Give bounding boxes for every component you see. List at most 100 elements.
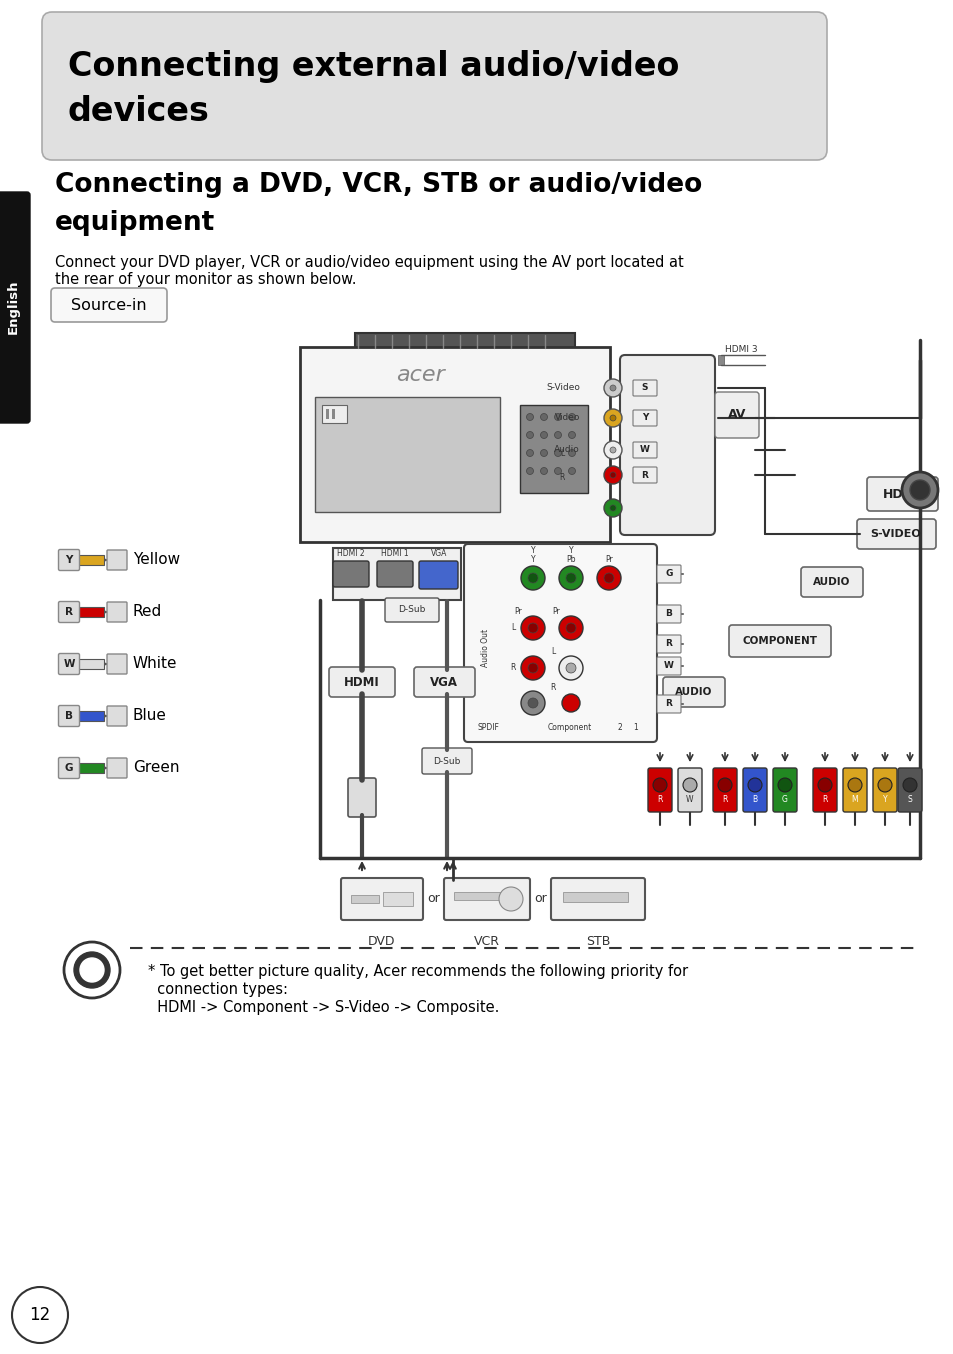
Circle shape	[527, 699, 537, 708]
Text: Y: Y	[530, 555, 535, 565]
Text: 2: 2	[618, 723, 622, 733]
Circle shape	[902, 779, 916, 792]
FancyBboxPatch shape	[897, 768, 921, 812]
FancyBboxPatch shape	[866, 477, 937, 510]
Text: Yellow: Yellow	[132, 552, 180, 567]
Circle shape	[609, 473, 616, 478]
FancyBboxPatch shape	[418, 561, 457, 589]
FancyBboxPatch shape	[619, 355, 714, 535]
FancyBboxPatch shape	[633, 467, 657, 483]
FancyBboxPatch shape	[657, 605, 680, 623]
Circle shape	[609, 447, 616, 454]
Text: R: R	[721, 796, 727, 804]
Text: W: W	[63, 659, 74, 669]
Circle shape	[778, 779, 791, 792]
Text: Y: Y	[882, 796, 886, 804]
Circle shape	[603, 500, 621, 517]
FancyBboxPatch shape	[107, 758, 127, 779]
FancyBboxPatch shape	[856, 519, 935, 548]
Bar	[78, 555, 104, 565]
Text: Source-in: Source-in	[71, 298, 147, 313]
Text: M: M	[851, 796, 858, 804]
Text: AV: AV	[727, 409, 745, 421]
Text: HDMI 3: HDMI 3	[724, 345, 757, 355]
Text: D-Sub: D-Sub	[433, 757, 460, 765]
FancyBboxPatch shape	[647, 768, 671, 812]
Circle shape	[80, 959, 104, 982]
Circle shape	[558, 655, 582, 680]
FancyBboxPatch shape	[340, 877, 422, 919]
Text: Audio Out: Audio Out	[481, 630, 490, 668]
Text: acer: acer	[395, 366, 444, 385]
Text: connection types:: connection types:	[148, 982, 288, 997]
Circle shape	[558, 616, 582, 640]
Text: AUDIO: AUDIO	[675, 686, 712, 697]
FancyBboxPatch shape	[51, 288, 167, 322]
FancyBboxPatch shape	[714, 393, 759, 437]
Bar	[355, 333, 575, 351]
Text: R: R	[665, 700, 672, 708]
Bar	[519, 405, 587, 493]
Circle shape	[561, 695, 579, 712]
FancyBboxPatch shape	[678, 768, 701, 812]
Text: R: R	[510, 663, 516, 673]
Bar	[314, 397, 499, 512]
Text: 1: 1	[633, 723, 638, 733]
FancyBboxPatch shape	[376, 561, 413, 588]
Text: HDMI: HDMI	[344, 676, 379, 688]
Text: Y: Y	[530, 546, 535, 555]
Circle shape	[609, 505, 616, 510]
Text: Blue: Blue	[132, 708, 167, 723]
FancyBboxPatch shape	[633, 380, 657, 395]
FancyBboxPatch shape	[107, 550, 127, 570]
Text: S-VIDEO: S-VIDEO	[870, 529, 921, 539]
FancyBboxPatch shape	[657, 565, 680, 584]
Bar	[78, 764, 104, 773]
Circle shape	[526, 432, 533, 439]
Text: S-Video: S-Video	[545, 383, 579, 393]
Text: White: White	[132, 657, 177, 672]
FancyBboxPatch shape	[421, 747, 472, 774]
Text: B: B	[665, 609, 672, 619]
Text: VGA: VGA	[431, 548, 447, 558]
Circle shape	[603, 466, 621, 483]
Text: Pb: Pb	[566, 555, 576, 565]
Bar	[332, 409, 335, 418]
Circle shape	[603, 573, 614, 584]
FancyBboxPatch shape	[0, 192, 30, 422]
FancyBboxPatch shape	[772, 768, 796, 812]
Text: * To get better picture quality, Acer recommends the following priority for: * To get better picture quality, Acer re…	[148, 964, 687, 979]
Text: R: R	[665, 639, 672, 649]
Text: G: G	[781, 796, 787, 804]
Text: SPDIF: SPDIF	[477, 723, 499, 733]
Bar	[326, 409, 329, 418]
Text: HDMI 1: HDMI 1	[381, 548, 409, 558]
Circle shape	[603, 409, 621, 427]
Circle shape	[565, 573, 576, 584]
Circle shape	[718, 779, 731, 792]
Circle shape	[597, 566, 620, 590]
Circle shape	[527, 663, 537, 673]
Text: Connecting a DVD, VCR, STB or audio/video: Connecting a DVD, VCR, STB or audio/vide…	[55, 172, 701, 198]
Text: R: R	[640, 470, 648, 479]
Text: R: R	[821, 796, 827, 804]
FancyBboxPatch shape	[385, 598, 438, 621]
Text: Video: Video	[554, 413, 579, 422]
Circle shape	[603, 379, 621, 397]
Text: STB: STB	[585, 936, 610, 948]
FancyBboxPatch shape	[58, 550, 79, 570]
Text: HDMI: HDMI	[882, 487, 920, 501]
Circle shape	[520, 691, 544, 715]
FancyBboxPatch shape	[348, 779, 375, 816]
FancyBboxPatch shape	[742, 768, 766, 812]
Circle shape	[568, 432, 575, 439]
Bar	[562, 892, 627, 902]
Bar	[78, 659, 104, 669]
Text: or: or	[534, 892, 547, 906]
Circle shape	[540, 450, 547, 456]
Text: W: W	[663, 662, 673, 670]
Circle shape	[609, 385, 616, 391]
Circle shape	[565, 623, 576, 634]
Circle shape	[682, 779, 697, 792]
Text: Connecting external audio/video: Connecting external audio/video	[68, 50, 679, 83]
